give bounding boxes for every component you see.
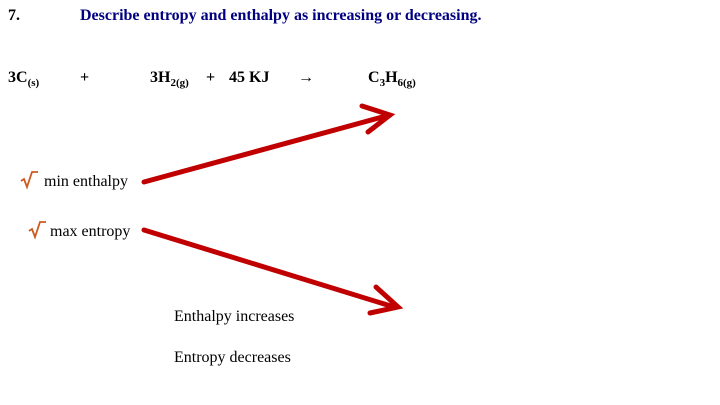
red-arrow-icon — [141, 227, 404, 316]
max-entropy-label: max entropy — [50, 223, 131, 240]
reactant-hydrogen-sub: 2(g) — [170, 77, 189, 89]
reaction-arrow: → — [298, 69, 314, 86]
min-enthalpy-label: min enthalpy — [44, 173, 128, 190]
product-h: H — [385, 69, 398, 86]
entropy-answer: Entropy decreases — [174, 349, 291, 366]
product-h-sub: 6(g) — [397, 77, 416, 89]
product-propene: C3H6(g) — [368, 69, 416, 89]
check-mark-icon — [28, 221, 46, 240]
product-c: C — [368, 69, 380, 86]
product-c-sub: 3 — [379, 77, 386, 89]
plus-sign-2: + — [206, 69, 216, 86]
plus-sign-1: + — [80, 69, 90, 86]
question-number: 7. — [8, 7, 20, 24]
question-text: Describe entropy and enthalpy as increas… — [80, 7, 482, 24]
reactant-carbon: 3C(s) — [8, 69, 40, 89]
reactant-hydrogen: 3H2(g) — [150, 69, 189, 89]
energy-term: 45 KJ — [229, 69, 270, 86]
reactant-hydrogen-coef: 3H — [150, 69, 171, 86]
reactant-carbon-state: (s) — [27, 77, 40, 89]
check-mark-icon — [20, 171, 38, 190]
red-arrow-icon — [141, 103, 396, 185]
enthalpy-answer: Enthalpy increases — [174, 308, 295, 325]
reactant-carbon-coef: 3C — [8, 69, 28, 86]
